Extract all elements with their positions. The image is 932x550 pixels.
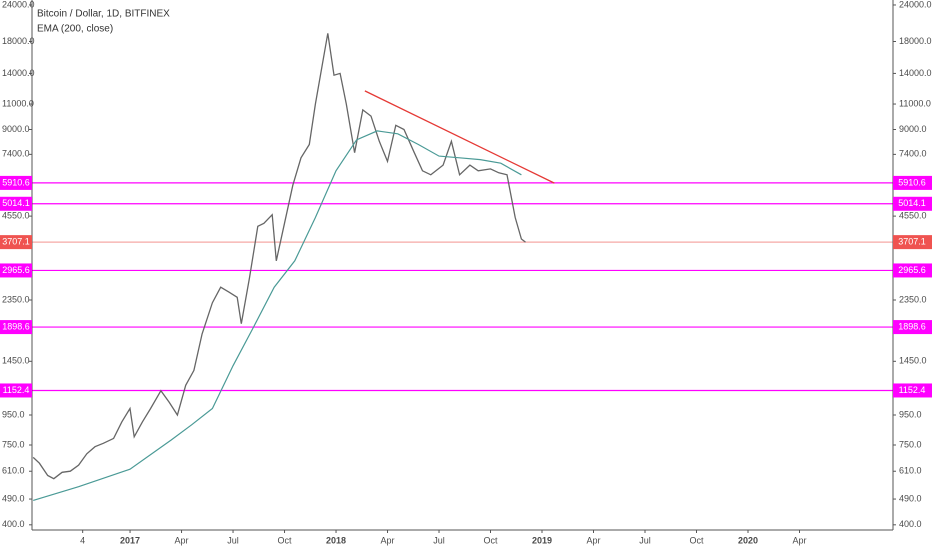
x-tick-label: Apr	[381, 535, 395, 545]
price-line	[32, 33, 526, 480]
x-tick-label: 2019	[532, 535, 552, 545]
x-tick-label: Apr	[175, 535, 189, 545]
level-label: 5014.1	[2, 198, 30, 208]
level-label-box	[0, 196, 32, 211]
level-label-box	[0, 263, 32, 278]
level-label: 2965.6	[2, 265, 30, 275]
y-tick-label-right: 490.0	[899, 493, 922, 503]
y-tick-label: 750.0	[2, 439, 25, 449]
y-tick-label: 490.0	[2, 493, 25, 503]
level-label-box-right	[893, 383, 932, 398]
x-tick-label: Jul	[433, 535, 445, 545]
level-label: 5910.6	[2, 177, 30, 187]
y-tick-label-right: 400.0	[899, 519, 922, 529]
y-tick-label-right: 9000.0	[899, 124, 927, 134]
y-tick-label: 950.0	[2, 409, 25, 419]
y-tick-label-right: 2350.0	[899, 294, 927, 304]
y-tick-label-right: 750.0	[899, 439, 922, 449]
y-tick-label: 610.0	[2, 466, 25, 476]
x-tick-label: 2018	[326, 535, 346, 545]
x-tick-label: Oct	[484, 535, 499, 545]
level-label-box-right	[893, 263, 932, 278]
y-tick-label-right: 18000.0	[899, 36, 932, 46]
level-label: 1898.6	[2, 321, 30, 331]
y-tick-label: 2350.0	[2, 294, 30, 304]
level-label-box-right	[893, 320, 932, 335]
y-tick-label: 11000.0	[2, 98, 34, 108]
x-tick-label: Oct	[689, 535, 704, 545]
chart-title: Bitcoin / Dollar, 1D, BITFINEX	[37, 9, 170, 20]
y-tick-label-right: 4550.0	[899, 210, 927, 220]
level-label-box	[0, 320, 32, 335]
indicator-label: EMA (200, close)	[37, 24, 113, 35]
trend-line	[364, 90, 555, 184]
y-tick-label: 14000.0	[2, 68, 35, 78]
level-label-right: 5014.1	[898, 198, 926, 208]
level-label-right: 1152.4	[899, 385, 926, 395]
y-tick-label-right: 11000.0	[899, 98, 931, 108]
x-tick-label: Apr	[586, 535, 600, 545]
x-tick-label: Oct	[278, 535, 293, 545]
x-tick-label: Jul	[227, 535, 239, 545]
y-tick-label-right: 24000.0	[899, 0, 932, 9]
y-tick-label-right: 7400.0	[899, 149, 927, 159]
level-label-right: 1898.6	[898, 321, 926, 331]
y-tick-label-right: 1450.0	[899, 356, 927, 366]
y-tick-label: 4550.0	[2, 210, 30, 220]
level-label-right: 3707.1	[898, 236, 926, 246]
x-tick-label: 2017	[120, 535, 140, 545]
x-tick-label: Jul	[639, 535, 651, 545]
level-label: 1152.4	[3, 385, 30, 395]
x-tick-label: Apr	[792, 535, 806, 545]
y-tick-label-right: 14000.0	[899, 68, 932, 78]
level-label-box	[0, 235, 32, 250]
level-label-right: 2965.6	[898, 265, 926, 275]
ema-line	[33, 130, 522, 501]
x-tick-label: 4	[80, 535, 85, 545]
level-label-right: 5910.6	[898, 177, 926, 187]
y-tick-label-right: 950.0	[899, 409, 922, 419]
level-label-box-right	[893, 196, 932, 211]
level-label-box-right	[893, 235, 932, 250]
y-tick-label: 7400.0	[2, 149, 30, 159]
y-tick-label: 24000.0	[2, 0, 35, 9]
y-tick-label: 400.0	[2, 519, 25, 529]
level-label-box-right	[893, 175, 932, 190]
level-label-box	[0, 383, 32, 398]
y-tick-label: 18000.0	[2, 36, 35, 46]
y-tick-label: 1450.0	[2, 356, 30, 366]
y-tick-label: 9000.0	[2, 124, 30, 134]
level-label-box	[0, 175, 32, 190]
y-tick-label-right: 610.0	[899, 466, 922, 476]
x-tick-label: 2020	[738, 535, 758, 545]
level-label: 3707.1	[2, 236, 30, 246]
